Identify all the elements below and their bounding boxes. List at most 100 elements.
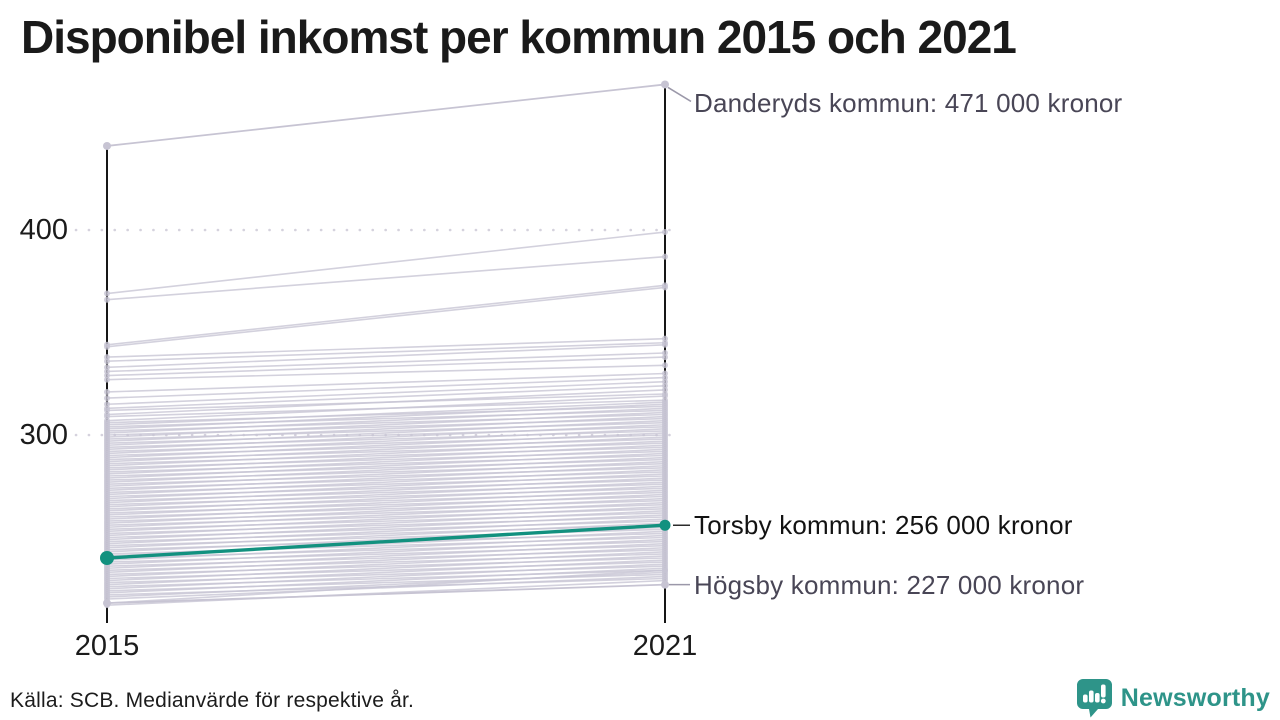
slope-line — [106, 534, 666, 561]
slope-line — [106, 389, 666, 416]
slope-line — [106, 452, 666, 479]
slope-line — [106, 522, 666, 549]
endpoint-dot — [662, 532, 668, 539]
endpoint-dot — [104, 401, 110, 408]
endpoint-dot — [662, 483, 668, 490]
endpoint-dot — [662, 479, 668, 486]
slope-line — [106, 485, 666, 512]
slope-line — [106, 415, 666, 442]
endpoint-dot — [104, 395, 110, 402]
endpoint-dot — [662, 386, 668, 393]
endpoint-dot — [662, 470, 668, 477]
endpoint-dot — [662, 335, 668, 342]
endpoint-dot — [662, 454, 668, 461]
slope-line — [106, 428, 666, 455]
endpoint-dot — [662, 401, 668, 408]
slope-line — [106, 395, 666, 422]
endpoint-dot — [662, 466, 668, 473]
endpoint-dot-torsby-kommun — [100, 551, 114, 565]
slope-line — [106, 518, 666, 545]
endpoint-dot — [662, 487, 668, 494]
endpoint-dot — [104, 388, 110, 395]
endpoint-dot — [662, 350, 668, 356]
slope-line — [106, 444, 666, 471]
slope-line — [106, 423, 666, 451]
endpoint-dot-hogsby-kommun — [103, 599, 111, 608]
source-note: Källa: SCB. Medianvärde för respektive å… — [10, 689, 415, 712]
slope-line — [106, 401, 666, 426]
slope-line — [106, 341, 666, 362]
newsworthy-logo-icon — [1076, 679, 1112, 718]
slope-line — [106, 344, 666, 369]
endpoint-dot — [662, 284, 668, 291]
slope-line-torsby-kommun — [106, 523, 666, 560]
slope-line — [106, 436, 666, 463]
endpoint-dot — [662, 442, 668, 449]
endpoint-dot — [662, 417, 668, 424]
endpoint-dot — [662, 413, 668, 420]
endpoint-dot-danderyds-kommun — [661, 80, 669, 89]
slope-line — [106, 255, 666, 301]
endpoint-dot — [104, 354, 110, 361]
leader-line-danderyds-kommun — [667, 86, 692, 103]
slope-line — [106, 440, 666, 467]
slope-line — [106, 286, 666, 348]
slope-line — [106, 231, 666, 295]
endpoint-dot — [662, 462, 668, 469]
endpoint-dot — [104, 376, 110, 383]
endpoint-dot — [662, 499, 668, 506]
brand-name: Newsworthy — [1120, 683, 1270, 712]
slope-line — [106, 352, 666, 373]
endpoint-dot — [104, 358, 110, 365]
endpoint-dot-torsby-kommun — [659, 519, 671, 531]
slope-line — [106, 460, 666, 488]
speech-bubble-shape — [1076, 679, 1112, 718]
slope-line — [106, 364, 666, 381]
endpoint-dot — [104, 296, 110, 303]
slope-line — [106, 432, 666, 459]
endpoint-dot — [662, 544, 668, 551]
slope-line — [106, 538, 666, 565]
endpoint-dot — [662, 446, 668, 453]
endpoint-dot — [662, 507, 668, 514]
endpoint-dot — [104, 372, 110, 379]
slope-line-hogsby-kommun — [106, 583, 666, 604]
endpoint-dot — [662, 475, 668, 482]
slope-line — [106, 567, 666, 594]
slope-line — [106, 473, 666, 500]
endpoint-dot — [662, 438, 668, 445]
endpoint-dot — [662, 429, 668, 436]
endpoint-dot — [662, 491, 668, 498]
endpoint-dot — [662, 567, 668, 574]
slope-line — [106, 464, 666, 492]
endpoint-dot — [104, 368, 110, 375]
slope-line — [106, 569, 666, 604]
endpoint-dot — [662, 557, 668, 564]
slope-line — [106, 448, 666, 475]
slope-line — [106, 575, 666, 600]
slope-line — [106, 376, 666, 399]
endpoint-dot — [662, 540, 668, 547]
endpoint-dot — [662, 253, 668, 260]
slope-line — [106, 337, 666, 358]
slope-line — [106, 477, 666, 504]
slope-line — [106, 501, 666, 529]
endpoint-dot-hogsby-kommun — [661, 580, 669, 589]
endpoint-dot — [662, 354, 668, 361]
slope-line — [106, 469, 666, 496]
endpoint-dot-danderyds-kommun — [103, 141, 111, 150]
endpoint-dot — [662, 458, 668, 465]
page-title: Disponibel inkomst per kommun 2015 och 2… — [21, 11, 1017, 63]
endpoint-dot — [662, 434, 668, 441]
slope-line — [106, 489, 666, 516]
endpoint-dot — [662, 511, 668, 518]
endpoint-dot — [662, 503, 668, 510]
slope-line — [106, 403, 666, 430]
endpoint-dot — [662, 405, 668, 412]
slope-line — [106, 542, 666, 570]
endpoint-dot — [662, 362, 668, 369]
slope-line — [106, 407, 666, 434]
slope-line — [106, 284, 666, 346]
